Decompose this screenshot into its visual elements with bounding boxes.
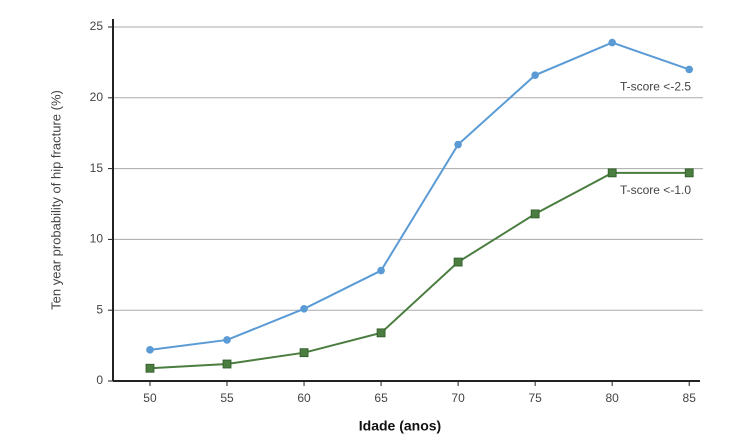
- y-axis-label: Ten year probability of hip fracture (%): [48, 90, 63, 310]
- x-tick-label: 70: [451, 391, 465, 405]
- marker: [146, 346, 154, 354]
- marker: [530, 209, 540, 219]
- y-tick-label: 10: [90, 232, 104, 246]
- marker: [376, 328, 386, 338]
- marker: [145, 363, 155, 373]
- marker: [684, 168, 694, 178]
- series-label: T-score <-1.0: [620, 183, 691, 197]
- marker: [299, 348, 309, 358]
- marker: [685, 65, 694, 74]
- marker: [608, 38, 616, 47]
- y-tick-label: 0: [96, 373, 103, 387]
- marker: [377, 266, 385, 275]
- x-tick-label: 55: [220, 391, 234, 405]
- marker: [223, 336, 231, 344]
- series-label: T-score <-2.5: [620, 80, 691, 94]
- x-axis-label: Idade (anos): [359, 418, 441, 434]
- y-tick-label: 25: [90, 19, 104, 33]
- x-tick-label: 50: [143, 391, 157, 405]
- marker: [300, 304, 308, 313]
- series-line: [149, 41, 690, 351]
- y-tick-label: 20: [90, 90, 104, 104]
- x-tick-label: 60: [297, 391, 311, 405]
- x-tick-label: 85: [683, 391, 697, 405]
- marker: [607, 168, 617, 178]
- y-tick-label: 15: [90, 161, 104, 175]
- x-tick-label: 80: [606, 391, 620, 405]
- y-tick-label: 5: [96, 302, 103, 316]
- series-line: [149, 171, 690, 370]
- marker: [531, 71, 539, 79]
- marker: [453, 257, 463, 267]
- marker: [222, 359, 232, 369]
- x-tick-label: 65: [374, 391, 388, 405]
- x-tick-label: 75: [528, 391, 542, 405]
- marker: [454, 140, 462, 149]
